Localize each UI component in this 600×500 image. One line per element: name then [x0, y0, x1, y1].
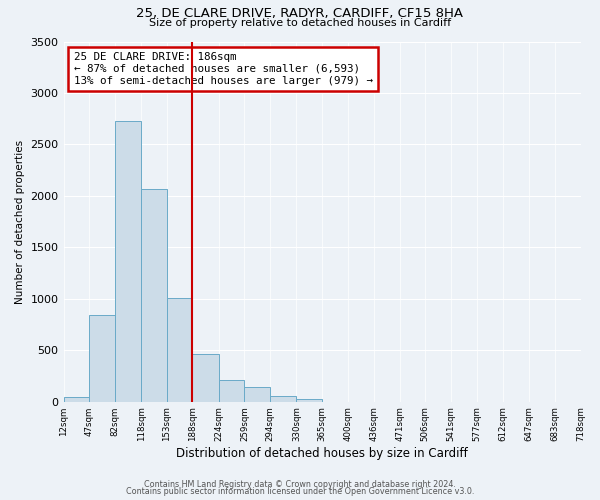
Bar — [141, 188, 167, 402]
Bar — [115, 120, 141, 402]
Text: 25, DE CLARE DRIVE, RADYR, CARDIFF, CF15 8HA: 25, DE CLARE DRIVE, RADYR, CARDIFF, CF15… — [137, 8, 464, 20]
Bar — [167, 298, 193, 402]
Text: 25 DE CLARE DRIVE: 186sqm
← 87% of detached houses are smaller (6,593)
13% of se: 25 DE CLARE DRIVE: 186sqm ← 87% of detac… — [74, 52, 373, 86]
Bar — [89, 316, 115, 402]
Text: Contains HM Land Registry data © Crown copyright and database right 2024.: Contains HM Land Registry data © Crown c… — [144, 480, 456, 489]
Text: Size of property relative to detached houses in Cardiff: Size of property relative to detached ho… — [149, 18, 451, 28]
Y-axis label: Number of detached properties: Number of detached properties — [15, 140, 25, 304]
Text: Contains public sector information licensed under the Open Government Licence v3: Contains public sector information licen… — [126, 487, 474, 496]
Bar — [193, 354, 219, 402]
Bar — [270, 396, 296, 402]
Bar — [64, 396, 89, 402]
X-axis label: Distribution of detached houses by size in Cardiff: Distribution of detached houses by size … — [176, 447, 468, 460]
Bar — [219, 380, 244, 402]
Bar — [244, 387, 270, 402]
Bar — [296, 399, 322, 402]
